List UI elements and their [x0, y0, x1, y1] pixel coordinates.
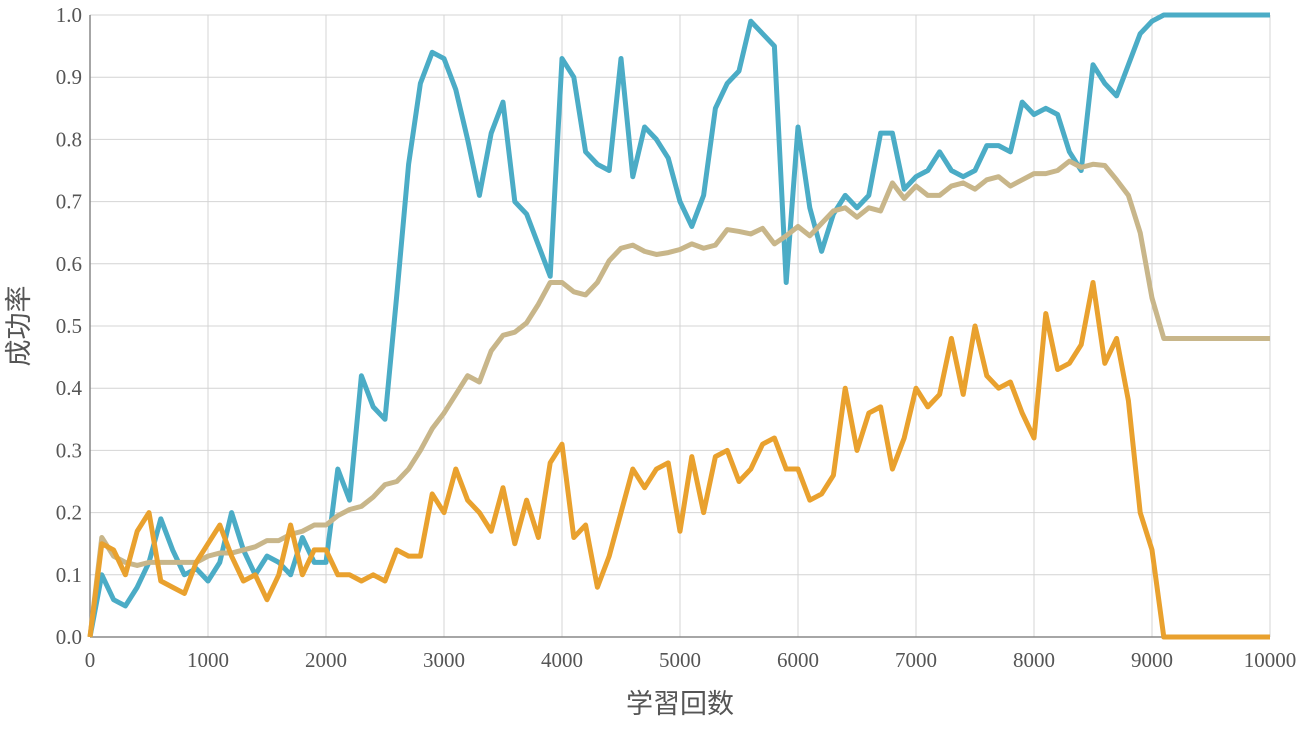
x-axis-title: 学習回数 [626, 689, 734, 720]
x-tick-label: 7000 [895, 648, 937, 672]
x-tick-label: 6000 [777, 648, 819, 672]
y-tick-label: 0.0 [56, 625, 82, 649]
y-tick-label: 0.2 [56, 501, 82, 525]
y-tick-label: 1.0 [56, 3, 82, 27]
x-tick-label: 3000 [423, 648, 465, 672]
series-line [87, 12, 1270, 638]
x-tick-label: 10000 [1244, 648, 1297, 672]
x-tick-label: 4000 [541, 648, 583, 672]
y-tick-label: 0.7 [56, 190, 82, 214]
y-tick-label: 0.9 [56, 65, 82, 89]
y-tick-label: 0.3 [56, 438, 82, 462]
y-tick-label: 0.4 [56, 376, 83, 400]
y-tick-label: 0.5 [56, 314, 82, 338]
x-tick-label: 9000 [1131, 648, 1173, 672]
y-axis-title: 成功率 [4, 286, 35, 367]
y-tick-label: 0.1 [56, 563, 82, 587]
y-tick-label: 0.6 [56, 252, 82, 276]
x-tick-label: 1000 [187, 648, 229, 672]
x-tick-label: 8000 [1013, 648, 1055, 672]
x-tick-label: 0 [85, 648, 96, 672]
x-tick-label: 5000 [659, 648, 701, 672]
x-tick-label: 2000 [305, 648, 347, 672]
series-line [87, 279, 1270, 640]
y-tick-label: 0.8 [56, 127, 82, 151]
